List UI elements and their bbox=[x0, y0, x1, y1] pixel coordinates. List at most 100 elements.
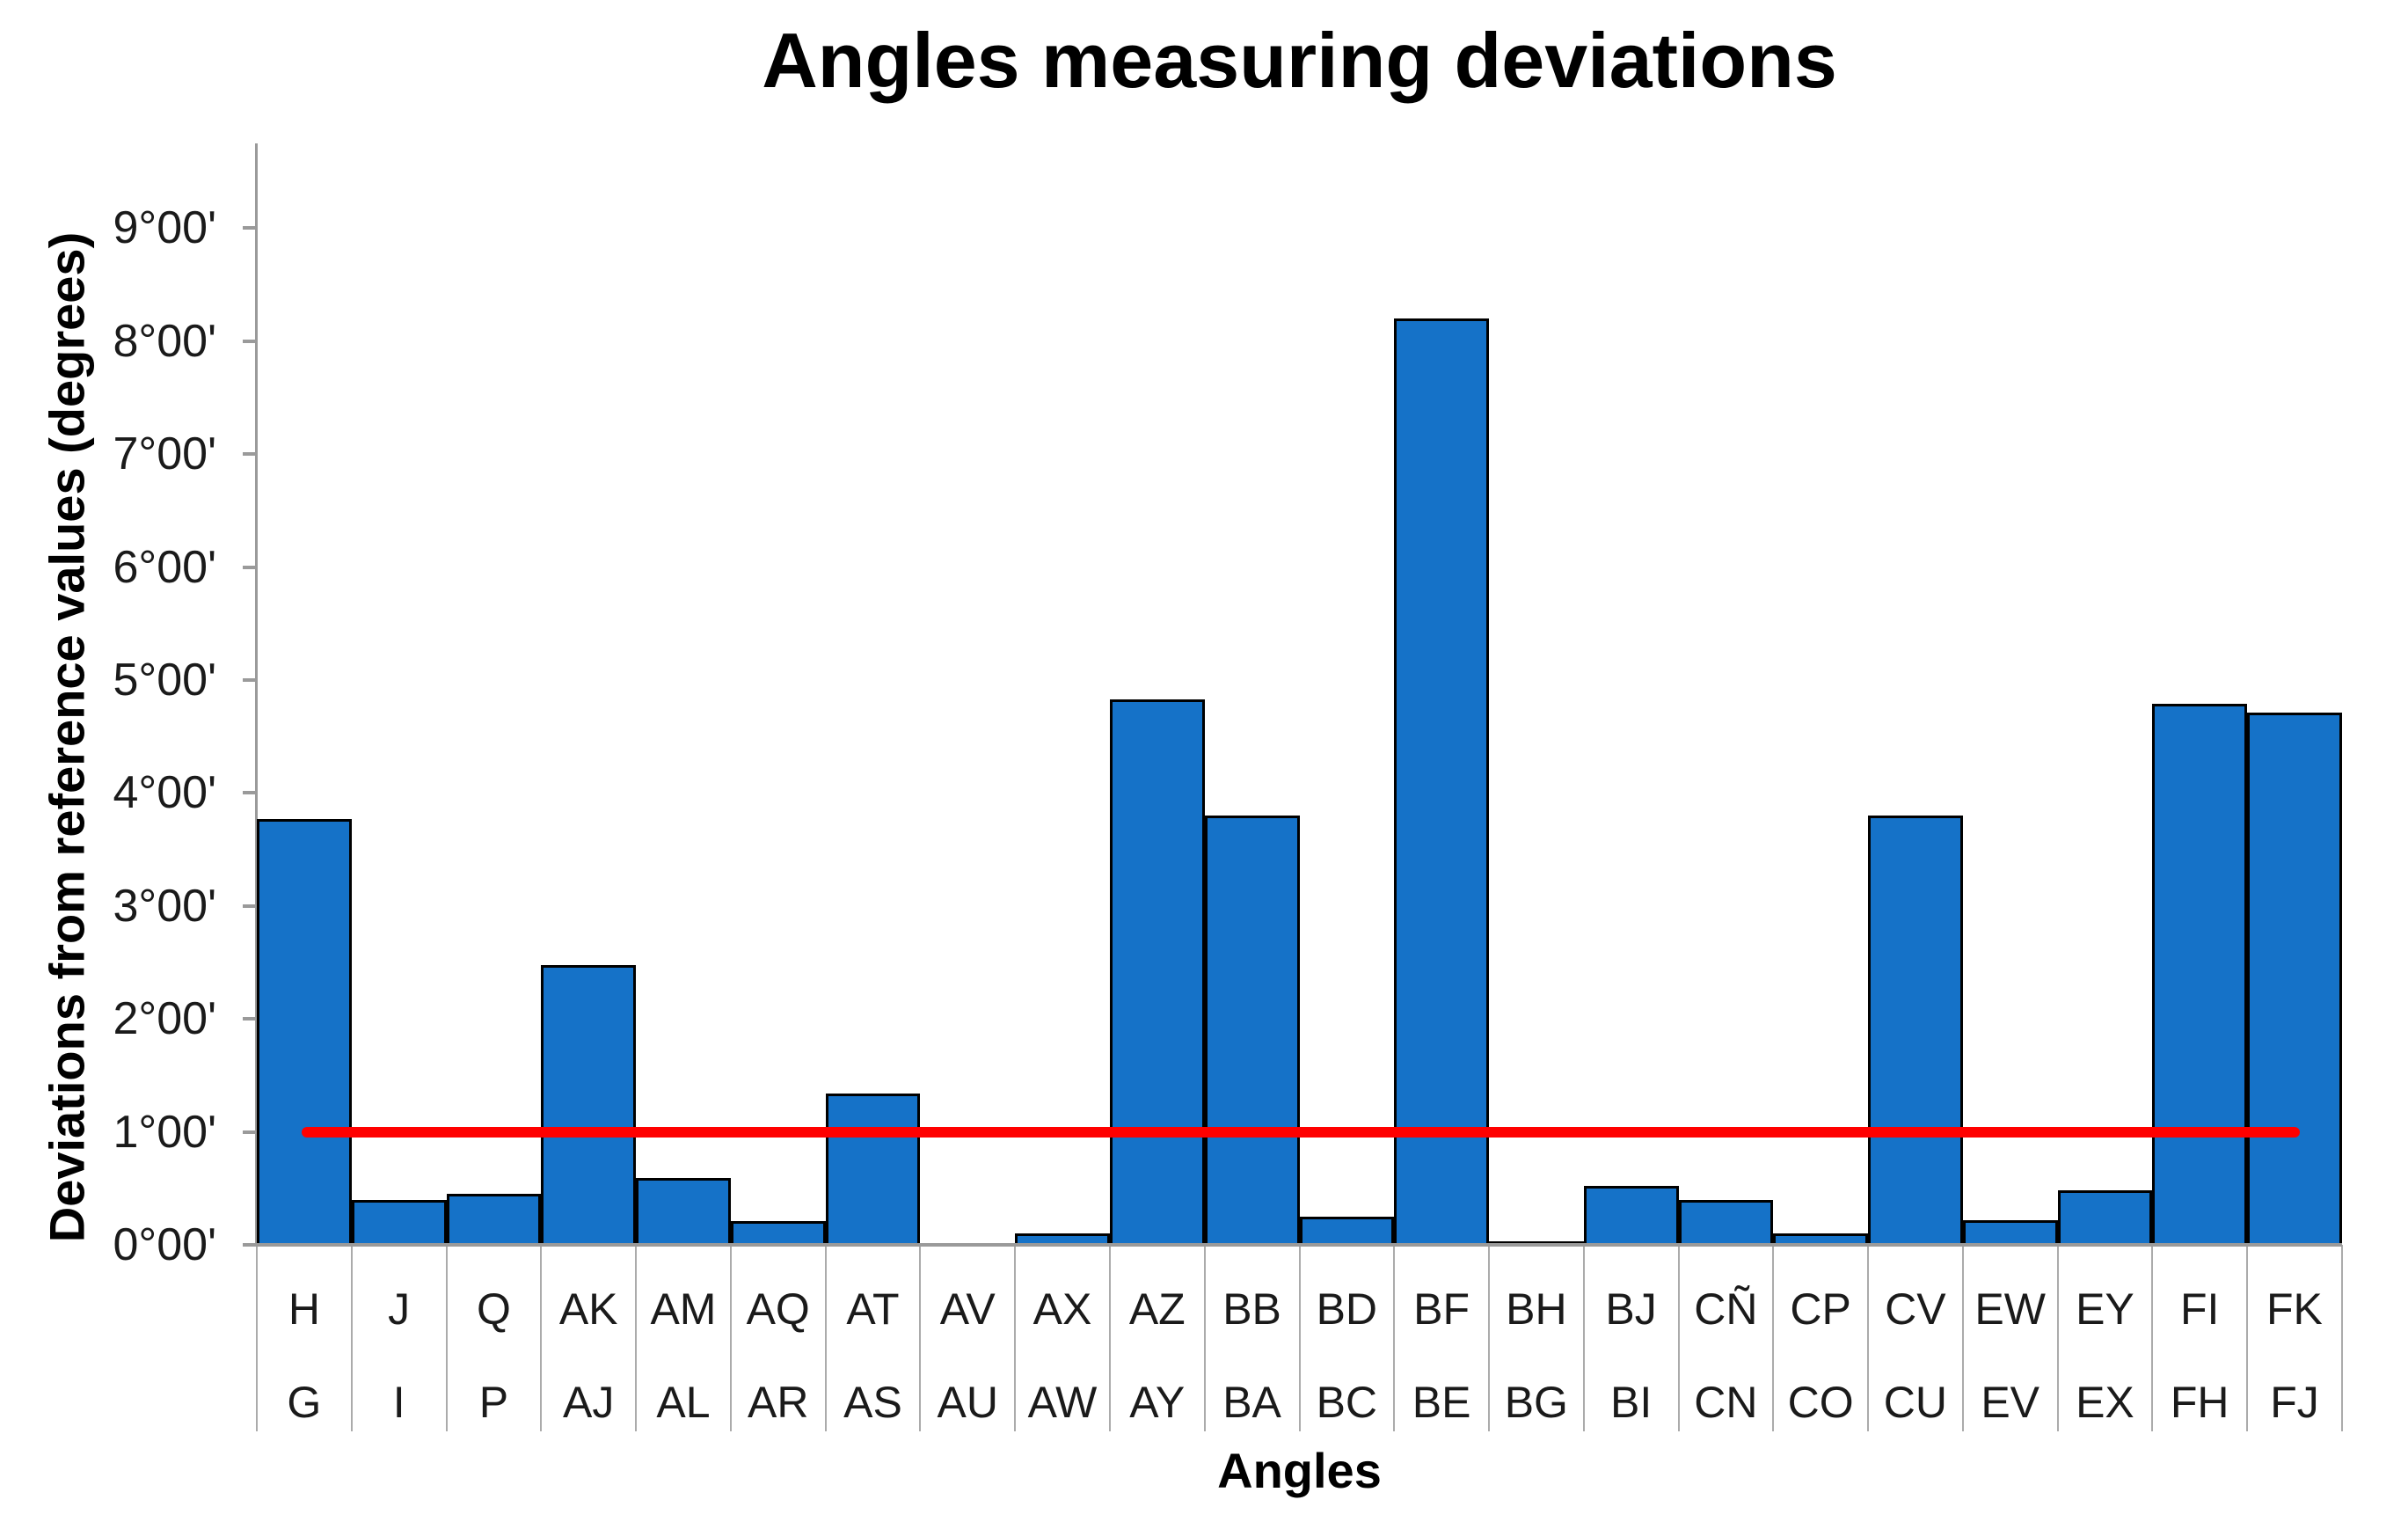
category-separator bbox=[1962, 1245, 1964, 1431]
x-label-top: BB bbox=[1222, 1284, 1281, 1334]
x-label-bottom: AR bbox=[747, 1378, 809, 1427]
category-separator bbox=[1204, 1245, 1206, 1431]
reference-line bbox=[302, 1126, 2300, 1138]
bar bbox=[352, 1200, 447, 1245]
x-axis-title: Angles bbox=[1217, 1443, 1382, 1498]
x-label-bottom: BC bbox=[1316, 1378, 1378, 1427]
y-tick-mark bbox=[243, 565, 257, 569]
x-label-bottom: CN bbox=[1694, 1378, 1758, 1427]
category-separator bbox=[1109, 1245, 1111, 1431]
y-tick-label: 1°00' bbox=[113, 1106, 216, 1158]
bar bbox=[2247, 713, 2342, 1245]
category-separator bbox=[446, 1245, 448, 1431]
bar bbox=[2058, 1190, 2152, 1245]
bar bbox=[1584, 1186, 1679, 1245]
x-label-top: FI bbox=[2179, 1284, 2220, 1334]
category-separator bbox=[1583, 1245, 1585, 1431]
y-tick-label: 9°00' bbox=[113, 202, 216, 254]
x-label-bottom: BI bbox=[1609, 1378, 1653, 1427]
bar bbox=[1110, 699, 1205, 1245]
category-separator bbox=[1299, 1245, 1301, 1431]
x-label-top: AQ bbox=[746, 1284, 810, 1334]
x-label-top: AZ bbox=[1128, 1284, 1186, 1334]
x-label-top: EY bbox=[2076, 1284, 2134, 1334]
x-axis-line bbox=[244, 1243, 2342, 1247]
chart-title: Angles measuring deviations bbox=[762, 17, 1837, 104]
bar bbox=[1015, 1233, 1110, 1245]
x-label-top: FK bbox=[2266, 1284, 2323, 1334]
bar bbox=[257, 819, 352, 1245]
x-label-bottom: EV bbox=[1981, 1378, 2040, 1427]
y-axis-title: Deviations from reference values (degree… bbox=[39, 231, 95, 1243]
x-label-top: CP bbox=[1790, 1284, 1851, 1334]
y-tick-mark bbox=[243, 452, 257, 457]
bar bbox=[1394, 318, 1489, 1245]
bar bbox=[1773, 1233, 1868, 1245]
x-label-bottom: CO bbox=[1787, 1378, 1854, 1427]
x-label-top: BJ bbox=[1605, 1284, 1657, 1334]
bar bbox=[826, 1094, 920, 1245]
category-separator bbox=[256, 1245, 258, 1431]
x-label-bottom: CU bbox=[1883, 1378, 1947, 1427]
bar bbox=[2152, 704, 2247, 1245]
x-label-top: AT bbox=[846, 1284, 900, 1334]
category-separator bbox=[919, 1245, 921, 1431]
y-tick-label: 4°00' bbox=[113, 767, 216, 819]
x-label-top: CV bbox=[1885, 1284, 1946, 1334]
category-separator bbox=[1488, 1245, 1490, 1431]
x-label-top: AM bbox=[650, 1284, 717, 1334]
category-separator bbox=[2151, 1245, 2153, 1431]
category-separator bbox=[1393, 1245, 1395, 1431]
x-label-bottom: G bbox=[287, 1378, 322, 1427]
bar bbox=[731, 1221, 826, 1245]
x-label-bottom: AY bbox=[1129, 1378, 1186, 1427]
y-tick-label: 0°00' bbox=[113, 1219, 216, 1270]
y-tick-mark bbox=[243, 904, 257, 908]
bar bbox=[636, 1178, 731, 1245]
x-label-bottom: EX bbox=[2076, 1378, 2134, 1427]
y-tick-label: 3°00' bbox=[113, 880, 216, 932]
x-label-top: J bbox=[388, 1284, 411, 1334]
x-label-bottom: BE bbox=[1412, 1378, 1471, 1427]
y-tick-mark bbox=[243, 1130, 257, 1134]
category-separator bbox=[1772, 1245, 1774, 1431]
x-label-bottom: FJ bbox=[2270, 1378, 2319, 1427]
x-label-bottom: FH bbox=[2170, 1378, 2229, 1427]
x-label-bottom: P bbox=[478, 1378, 509, 1427]
y-tick-label: 6°00' bbox=[113, 541, 216, 593]
y-axis-line bbox=[255, 143, 258, 1245]
y-tick-label: 8°00' bbox=[113, 315, 216, 367]
x-label-top: AK bbox=[558, 1284, 618, 1334]
category-separator bbox=[635, 1245, 637, 1431]
category-separator bbox=[540, 1245, 542, 1431]
x-label-bottom: I bbox=[392, 1378, 405, 1427]
category-separator bbox=[1678, 1245, 1680, 1431]
y-tick-label: 7°00' bbox=[113, 428, 216, 480]
x-label-bottom: AL bbox=[656, 1378, 711, 1427]
y-tick-mark bbox=[243, 339, 257, 343]
category-separator bbox=[1014, 1245, 1016, 1431]
x-label-top: EW bbox=[1974, 1284, 2046, 1334]
bar bbox=[1205, 816, 1300, 1245]
y-tick-mark bbox=[243, 226, 257, 230]
bar bbox=[541, 965, 636, 1245]
bar bbox=[1300, 1217, 1394, 1245]
y-tick-label: 5°00' bbox=[113, 655, 216, 706]
x-label-bottom: AJ bbox=[563, 1378, 615, 1427]
y-tick-mark bbox=[243, 1017, 257, 1021]
y-tick-label: 2°00' bbox=[113, 993, 216, 1045]
x-label-bottom: AW bbox=[1027, 1378, 1098, 1427]
x-label-top: BF bbox=[1413, 1284, 1470, 1334]
bar bbox=[1868, 816, 1963, 1245]
x-label-row-bottom: G I P AJ AL AR AS AU AW AY BA BC BE BG BI CN CO CU EV EX FH F… bbox=[257, 1377, 2342, 1428]
x-label-bottom: BA bbox=[1222, 1378, 1281, 1427]
bar bbox=[1963, 1220, 2058, 1245]
x-label-top: Q bbox=[476, 1284, 511, 1334]
x-label-top: BH bbox=[1506, 1284, 1567, 1334]
x-label-top: BD bbox=[1316, 1284, 1378, 1334]
category-separator bbox=[2246, 1245, 2248, 1431]
x-label-bottom: AS bbox=[843, 1378, 902, 1427]
bar bbox=[447, 1194, 541, 1245]
x-label-bottom: BG bbox=[1504, 1378, 1568, 1427]
